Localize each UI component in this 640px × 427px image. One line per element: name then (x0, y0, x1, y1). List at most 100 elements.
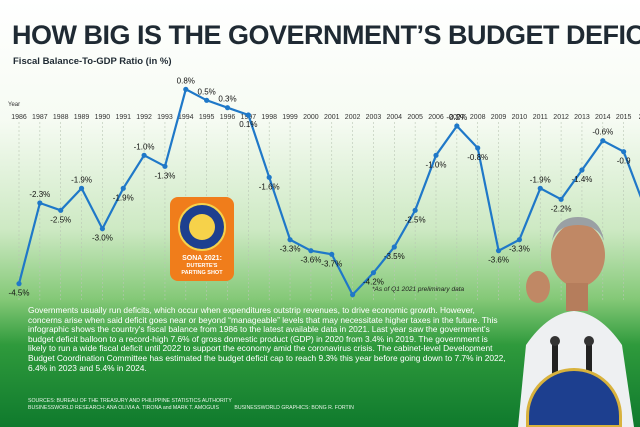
x-tick-label: 1993 (157, 114, 173, 121)
data-point (516, 237, 523, 243)
x-tick-label: 1998 (261, 114, 277, 121)
data-point (120, 185, 126, 191)
data-point (308, 248, 314, 254)
data-point (621, 149, 627, 155)
x-tick-label: 2008 (470, 114, 486, 121)
x-tick-label: 2013 (574, 114, 590, 121)
data-label: -3.3% (280, 245, 301, 254)
data-label: -3.6% (488, 256, 509, 265)
x-tick-label: 2010 (512, 114, 528, 121)
data-point (537, 185, 543, 191)
research-credit: BUSINESSWORLD RESEARCH: ANA OLIVIA A. TI… (28, 405, 219, 411)
data-label: -1.0% (426, 160, 447, 169)
data-label: -1.9% (113, 193, 134, 202)
x-tick-label: 1989 (74, 114, 90, 121)
badge-line-3: PARTING SHOT (181, 270, 223, 276)
data-label: -3.0% (92, 234, 113, 243)
data-label: -3.7% (321, 259, 342, 268)
x-tick-label: 2001 (324, 114, 340, 121)
data-label: 0.8% (177, 76, 195, 85)
data-point (600, 138, 606, 144)
x-tick-label: 2003 (366, 114, 382, 121)
data-label: -0.8% (467, 153, 488, 162)
data-labels: -4.5% -2.3% -2.5% -1.9% -3.0% -1.9% -1.0% -1.3%… (9, 76, 632, 300)
x-tick-label: 1987 (32, 114, 48, 121)
data-point (16, 281, 22, 287)
x-tick-label: 1988 (53, 114, 69, 121)
data-points (16, 86, 627, 298)
data-point (350, 292, 356, 298)
data-point (162, 163, 168, 169)
x-tick-label: 2012 (553, 114, 569, 121)
data-point (558, 196, 564, 202)
data-label: -2.5% (405, 215, 426, 224)
data-label: -2.3% (29, 190, 50, 199)
x-tick-labels: 1986 1987 1988 1989 1990 1991 1992 1993 1994 1995… (11, 114, 640, 121)
data-point (37, 200, 43, 206)
data-point (412, 207, 418, 213)
data-point (266, 174, 272, 180)
x-tick-label: 2005 (407, 114, 423, 121)
data-label: -1.3% (154, 171, 175, 180)
data-label: -4.5% (9, 289, 30, 298)
x-tick-label: 2011 (533, 114, 548, 121)
x-tick-label: 2000 (303, 114, 319, 121)
presidential-seal-icon (178, 203, 226, 251)
x-tick-label: 2006 (428, 114, 444, 121)
data-point (224, 105, 231, 111)
badge-line-2: DUTERTE'S (186, 263, 218, 269)
page-title: HOW BIG IS THE GOVERNMENT’S BUDGET DEFIC… (12, 20, 640, 50)
data-label: -4.2% (363, 278, 384, 287)
x-tick-label: 2002 (345, 114, 361, 121)
data-label: -3.5% (384, 252, 405, 261)
data-point (58, 207, 64, 213)
data-label: -2.2% (551, 204, 572, 213)
x-tick-label: 1994 (178, 114, 194, 121)
data-label: -1.9% (71, 175, 92, 184)
data-label: -1.9% (530, 175, 551, 184)
data-label: 0.5% (198, 87, 216, 96)
data-point (579, 167, 585, 173)
x-tick-label: 2009 (491, 114, 507, 121)
graphics-credit: BUSINESSWORLD GRAPHICS: BONG R. FORTIN (234, 405, 354, 411)
x-tick-label: 201 (639, 114, 640, 121)
data-label: -3.3% (509, 245, 530, 254)
x-tick-label: 1995 (199, 114, 215, 121)
x-tick-label: 1986 (11, 114, 27, 121)
x-tick-label: 2014 (595, 114, 611, 121)
year-axis-label: Year (8, 102, 20, 108)
data-point (391, 244, 397, 250)
data-point (495, 248, 502, 254)
data-point (329, 251, 335, 257)
sona-badge: SONA 2021: DUTERTE'S PARTING SHOT (170, 197, 234, 281)
data-label: -0.9 (617, 157, 631, 166)
data-point (183, 86, 189, 92)
data-point (475, 145, 481, 151)
description-text: Governments usually run deficits, which … (28, 305, 506, 373)
x-tick-label: 2004 (387, 114, 403, 121)
data-point (287, 237, 293, 243)
data-point (99, 226, 105, 232)
credits: SOURCES: BUREAU OF THE TREASURY AND PHIL… (28, 398, 368, 412)
x-tick-label: 1991 (115, 114, 131, 121)
chart-subtitle: Fiscal Balance-To-GDP Ratio (in %) (13, 56, 172, 67)
data-point (78, 185, 85, 191)
data-point (204, 97, 210, 103)
data-point (454, 123, 460, 129)
data-point (141, 152, 147, 158)
x-tick-label: 1992 (136, 114, 152, 121)
data-label: -1.0% (134, 142, 155, 151)
preliminary-note: *As of Q1 2021 preliminary data (372, 286, 465, 293)
data-point (433, 152, 439, 158)
data-label: -2.5% (50, 215, 71, 224)
data-label: -1.4% (571, 175, 592, 184)
data-label: -0.6% (592, 128, 613, 137)
badge-line-1: SONA 2021: (182, 255, 222, 262)
sources-line: SOURCES: BUREAU OF THE TREASURY AND PHIL… (28, 398, 232, 404)
data-point (245, 112, 251, 118)
data-label: -0.2% (446, 113, 467, 122)
data-label: -1.6% (259, 182, 280, 191)
x-tick-label: 2007 (449, 114, 465, 121)
data-label: 0.3% (218, 95, 236, 104)
